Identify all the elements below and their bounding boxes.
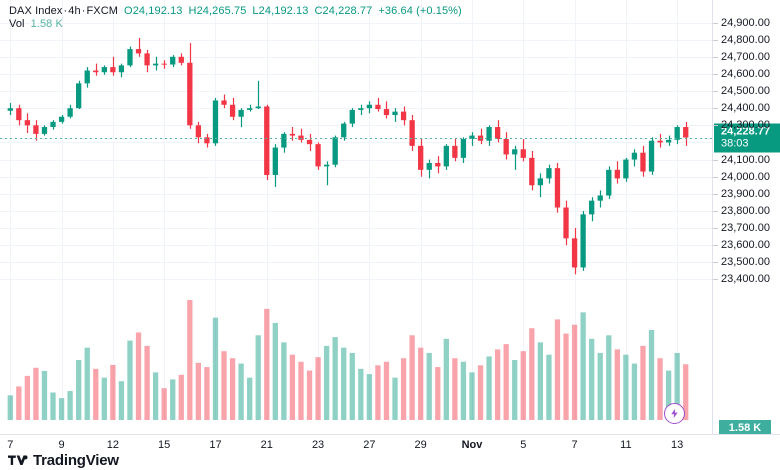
time-axis-tick: 11 bbox=[620, 439, 632, 451]
tradingview-branding: TradingView bbox=[8, 452, 119, 469]
chart-plot-area[interactable] bbox=[0, 0, 712, 434]
time-axis[interactable]: 7 9 12 15 17 21 23 27 29 Nov 5 7 11 13 bbox=[0, 434, 780, 456]
time-axis-tick: 27 bbox=[363, 439, 376, 451]
price-axis-tick: 24,900.00 bbox=[721, 16, 770, 29]
price-axis-tick: 23,700.00 bbox=[721, 222, 770, 235]
time-axis-tick: 21 bbox=[260, 439, 273, 451]
lightning-bolt-icon[interactable] bbox=[664, 403, 685, 424]
price-axis-tick-mark bbox=[713, 262, 718, 263]
price-axis-tick: 23,600.00 bbox=[721, 239, 770, 252]
price-axis-tick: 24,700.00 bbox=[721, 50, 770, 63]
tradingview-logo-icon bbox=[8, 455, 28, 465]
price-axis-tick: 24,100.00 bbox=[721, 153, 770, 166]
tradingview-wordmark: TradingView bbox=[33, 452, 119, 469]
bar-countdown-timer: 38:03 bbox=[721, 137, 749, 149]
time-axis-tick: 29 bbox=[414, 439, 427, 451]
price-axis-tick-mark bbox=[713, 125, 718, 126]
price-axis-tick-mark bbox=[713, 279, 718, 280]
price-axis-tick-mark bbox=[713, 91, 718, 92]
price-axis-tick: 23,900.00 bbox=[721, 187, 770, 200]
time-axis-tick: 9 bbox=[58, 439, 65, 451]
time-axis-tick: Nov bbox=[461, 439, 483, 451]
time-axis-tick: 15 bbox=[158, 439, 171, 451]
time-axis-tick: 5 bbox=[520, 439, 527, 451]
price-axis-tick-mark bbox=[713, 245, 718, 246]
price-axis-tick-mark bbox=[713, 57, 718, 58]
price-axis-tick: 23,500.00 bbox=[721, 256, 770, 269]
candlestick-chart-canvas bbox=[0, 0, 712, 420]
price-axis-tick-mark bbox=[713, 40, 718, 41]
price-axis-tick-mark bbox=[713, 177, 718, 178]
price-axis-tick-mark bbox=[713, 74, 718, 75]
time-axis-tick: 12 bbox=[106, 439, 119, 451]
price-axis-tick-mark bbox=[713, 194, 718, 195]
price-axis-tick-mark bbox=[713, 211, 718, 212]
time-axis-tick: 7 bbox=[7, 439, 14, 451]
time-axis-tick: 17 bbox=[209, 439, 222, 451]
price-axis[interactable]: 24,228.77 38:03 1.58 K 24,900.00 24,800.0… bbox=[712, 0, 780, 436]
current-price-value: 24,228.77 bbox=[721, 125, 770, 137]
time-axis-tick: 23 bbox=[311, 439, 325, 451]
price-axis-tick: 24,000.00 bbox=[721, 170, 770, 183]
price-axis-tick: 23,400.00 bbox=[721, 273, 770, 286]
lightning-bolt-glyph bbox=[671, 408, 678, 419]
price-axis-tick: 24,800.00 bbox=[721, 33, 770, 46]
price-axis-tick: 24,500.00 bbox=[721, 85, 770, 98]
price-axis-tick: 24,600.00 bbox=[721, 67, 770, 80]
price-axis-tick-mark bbox=[713, 108, 718, 109]
price-axis-tick: 24,300.00 bbox=[721, 119, 770, 132]
price-axis-tick: 24,400.00 bbox=[721, 102, 770, 115]
time-axis-tick: 13 bbox=[671, 439, 684, 451]
price-axis-tick: 23,800.00 bbox=[721, 204, 770, 217]
current-price-badge: 24,228.77 38:03 bbox=[714, 123, 780, 152]
price-axis-tick-mark bbox=[713, 228, 718, 229]
current-volume-badge: 1.58 K bbox=[719, 420, 771, 436]
price-axis-tick-mark bbox=[713, 160, 718, 161]
time-axis-tick: 7 bbox=[571, 439, 578, 451]
price-axis-tick-mark bbox=[713, 23, 718, 24]
